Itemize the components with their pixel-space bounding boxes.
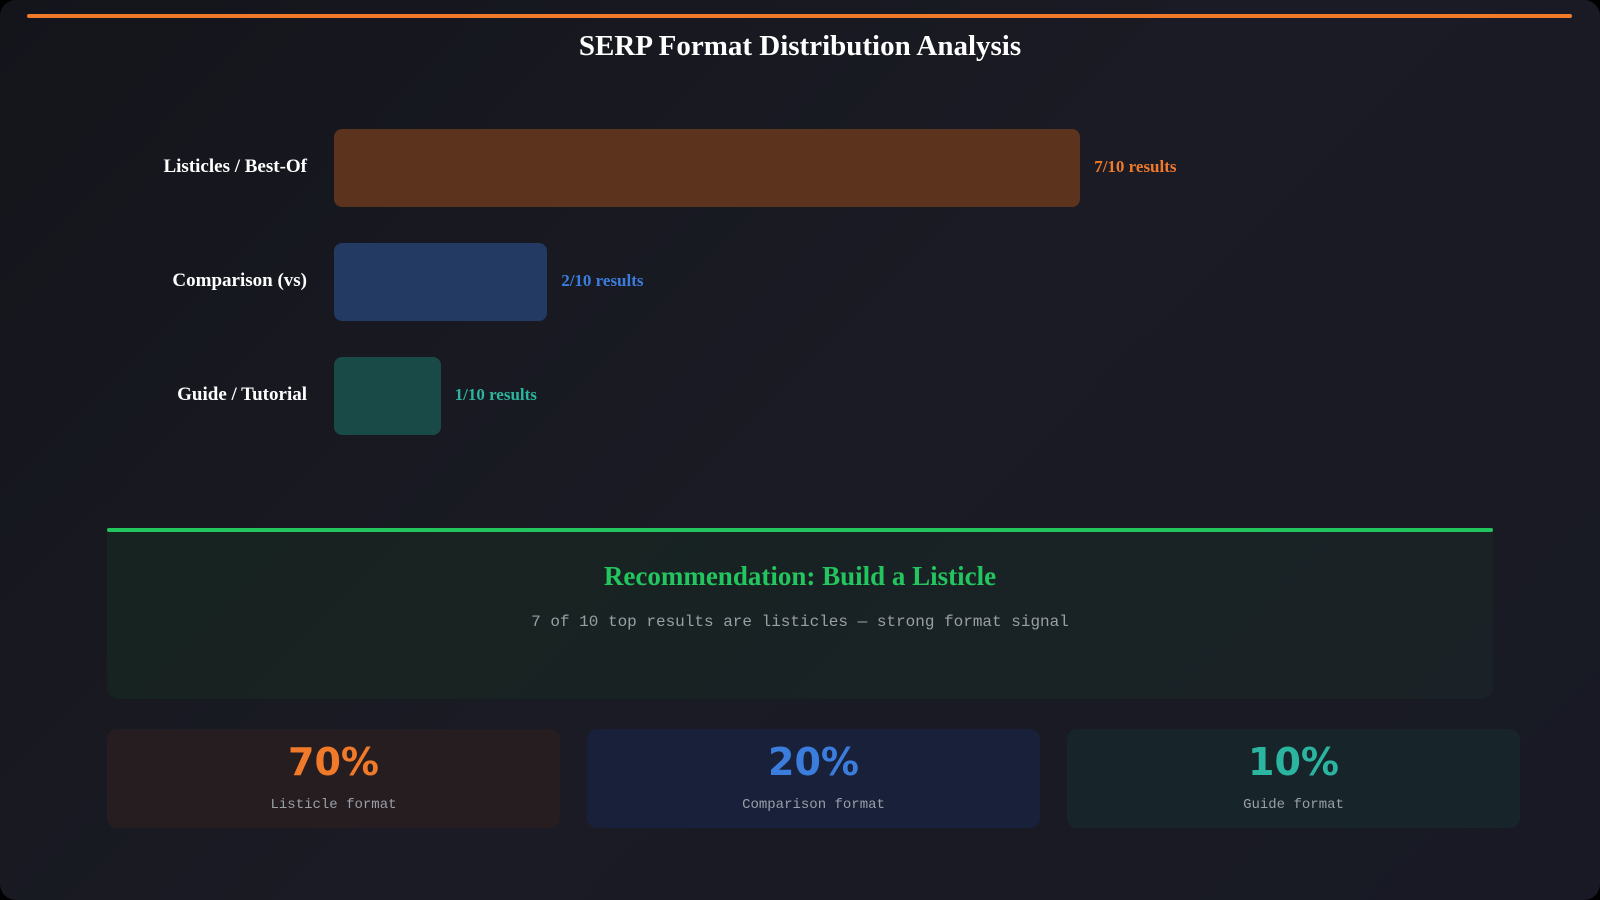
recommendation-accent-line (107, 528, 1493, 532)
chart-title: SERP Format Distribution Analysis (578, 30, 1022, 62)
stat-card-comparison: 20% Comparison format (587, 729, 1040, 828)
bar-value-label: 1/10 results (454, 385, 537, 404)
bar-category-label: Comparison (vs) (172, 270, 307, 291)
top-accent-line (27, 14, 1572, 18)
stat-label: Listicle format (270, 797, 397, 813)
recommendation-panel: Recommendation: Build a Listicle 7 of 10… (107, 529, 1493, 699)
stat-value: 20% (768, 740, 859, 784)
bar (334, 129, 1081, 207)
stat-card-listicle: 70% Listicle format (107, 729, 560, 828)
stat-card-guide: 10% Guide format (1067, 729, 1520, 828)
bar-value-label: 2/10 results (561, 271, 644, 290)
bar-category-label: Listicles / Best-Of (163, 156, 307, 177)
stat-label: Comparison format (742, 797, 885, 813)
stat-label: Guide format (1243, 797, 1344, 813)
stat-value: 70% (288, 740, 379, 784)
recommendation-subtitle: 7 of 10 top results are listicles — stro… (531, 613, 1069, 631)
bar (334, 243, 548, 321)
bar (334, 357, 441, 435)
bar-value-label: 7/10 results (1094, 157, 1177, 176)
bar-category-label: Guide / Tutorial (177, 384, 307, 405)
stat-value: 10% (1248, 740, 1339, 784)
recommendation-title: Recommendation: Build a Listicle (603, 561, 997, 591)
